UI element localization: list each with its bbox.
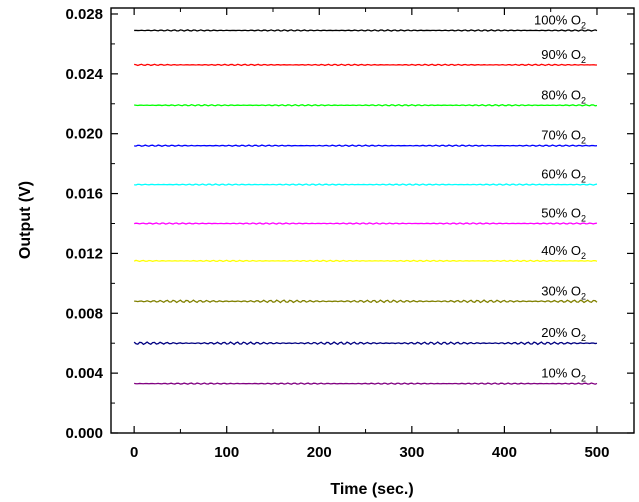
y-tick-label: 0.028 [65,6,103,23]
series-label: 100% O2 [534,12,586,30]
series-label: 20% O2 [541,325,586,343]
x-tick-label: 0 [130,444,138,461]
series-line [134,144,598,147]
plot-frame [110,7,635,434]
y-tick-label: 0.004 [65,365,103,382]
series-label: 30% O2 [541,283,586,301]
y-tick-label: 0.008 [65,305,103,322]
series-label: 50% O2 [541,205,586,223]
y-tick-label: 0.000 [65,425,103,442]
series-line [133,63,597,67]
series-label: 60% O2 [541,167,586,185]
series-line [133,259,598,263]
series-line [133,222,598,225]
x-tick-label: 400 [492,444,517,461]
series-group [133,29,598,385]
x-tick-label: 200 [307,444,332,461]
series-label: 90% O2 [541,47,586,65]
y-tick-label: 0.016 [65,186,103,203]
series-labels: 100% O2 90% O2 80% O2 70% O2 60% O2 50% O2 40%… [534,12,586,383]
series-label: 10% O2 [541,366,586,384]
series-label: 40% O2 [541,243,586,261]
x-axis: 0 100 200 300 400 500 [130,8,609,461]
y-tick-label: 0.020 [65,126,103,143]
series-line [134,299,598,304]
y-tick-label: 0.024 [65,66,103,83]
series-line [134,183,598,186]
series-line [134,382,598,385]
series-label: 70% O2 [541,128,586,146]
x-tick-label: 300 [399,444,424,461]
x-tick-label: 500 [584,444,609,461]
x-axis-label: Time (sec.) [330,481,413,498]
series-line [133,341,598,346]
series-line [134,103,598,107]
series-line [134,29,598,32]
y-tick-label: 0.012 [65,245,103,262]
x-tick-label: 100 [214,444,239,461]
series-label: 80% O2 [541,87,586,105]
plot-border [110,7,635,434]
y-axis-label: Output (V) [17,181,34,259]
y-axis: 0.000 0.004 0.008 0.012 0.016 0.020 0.024 0.028 [65,6,634,442]
